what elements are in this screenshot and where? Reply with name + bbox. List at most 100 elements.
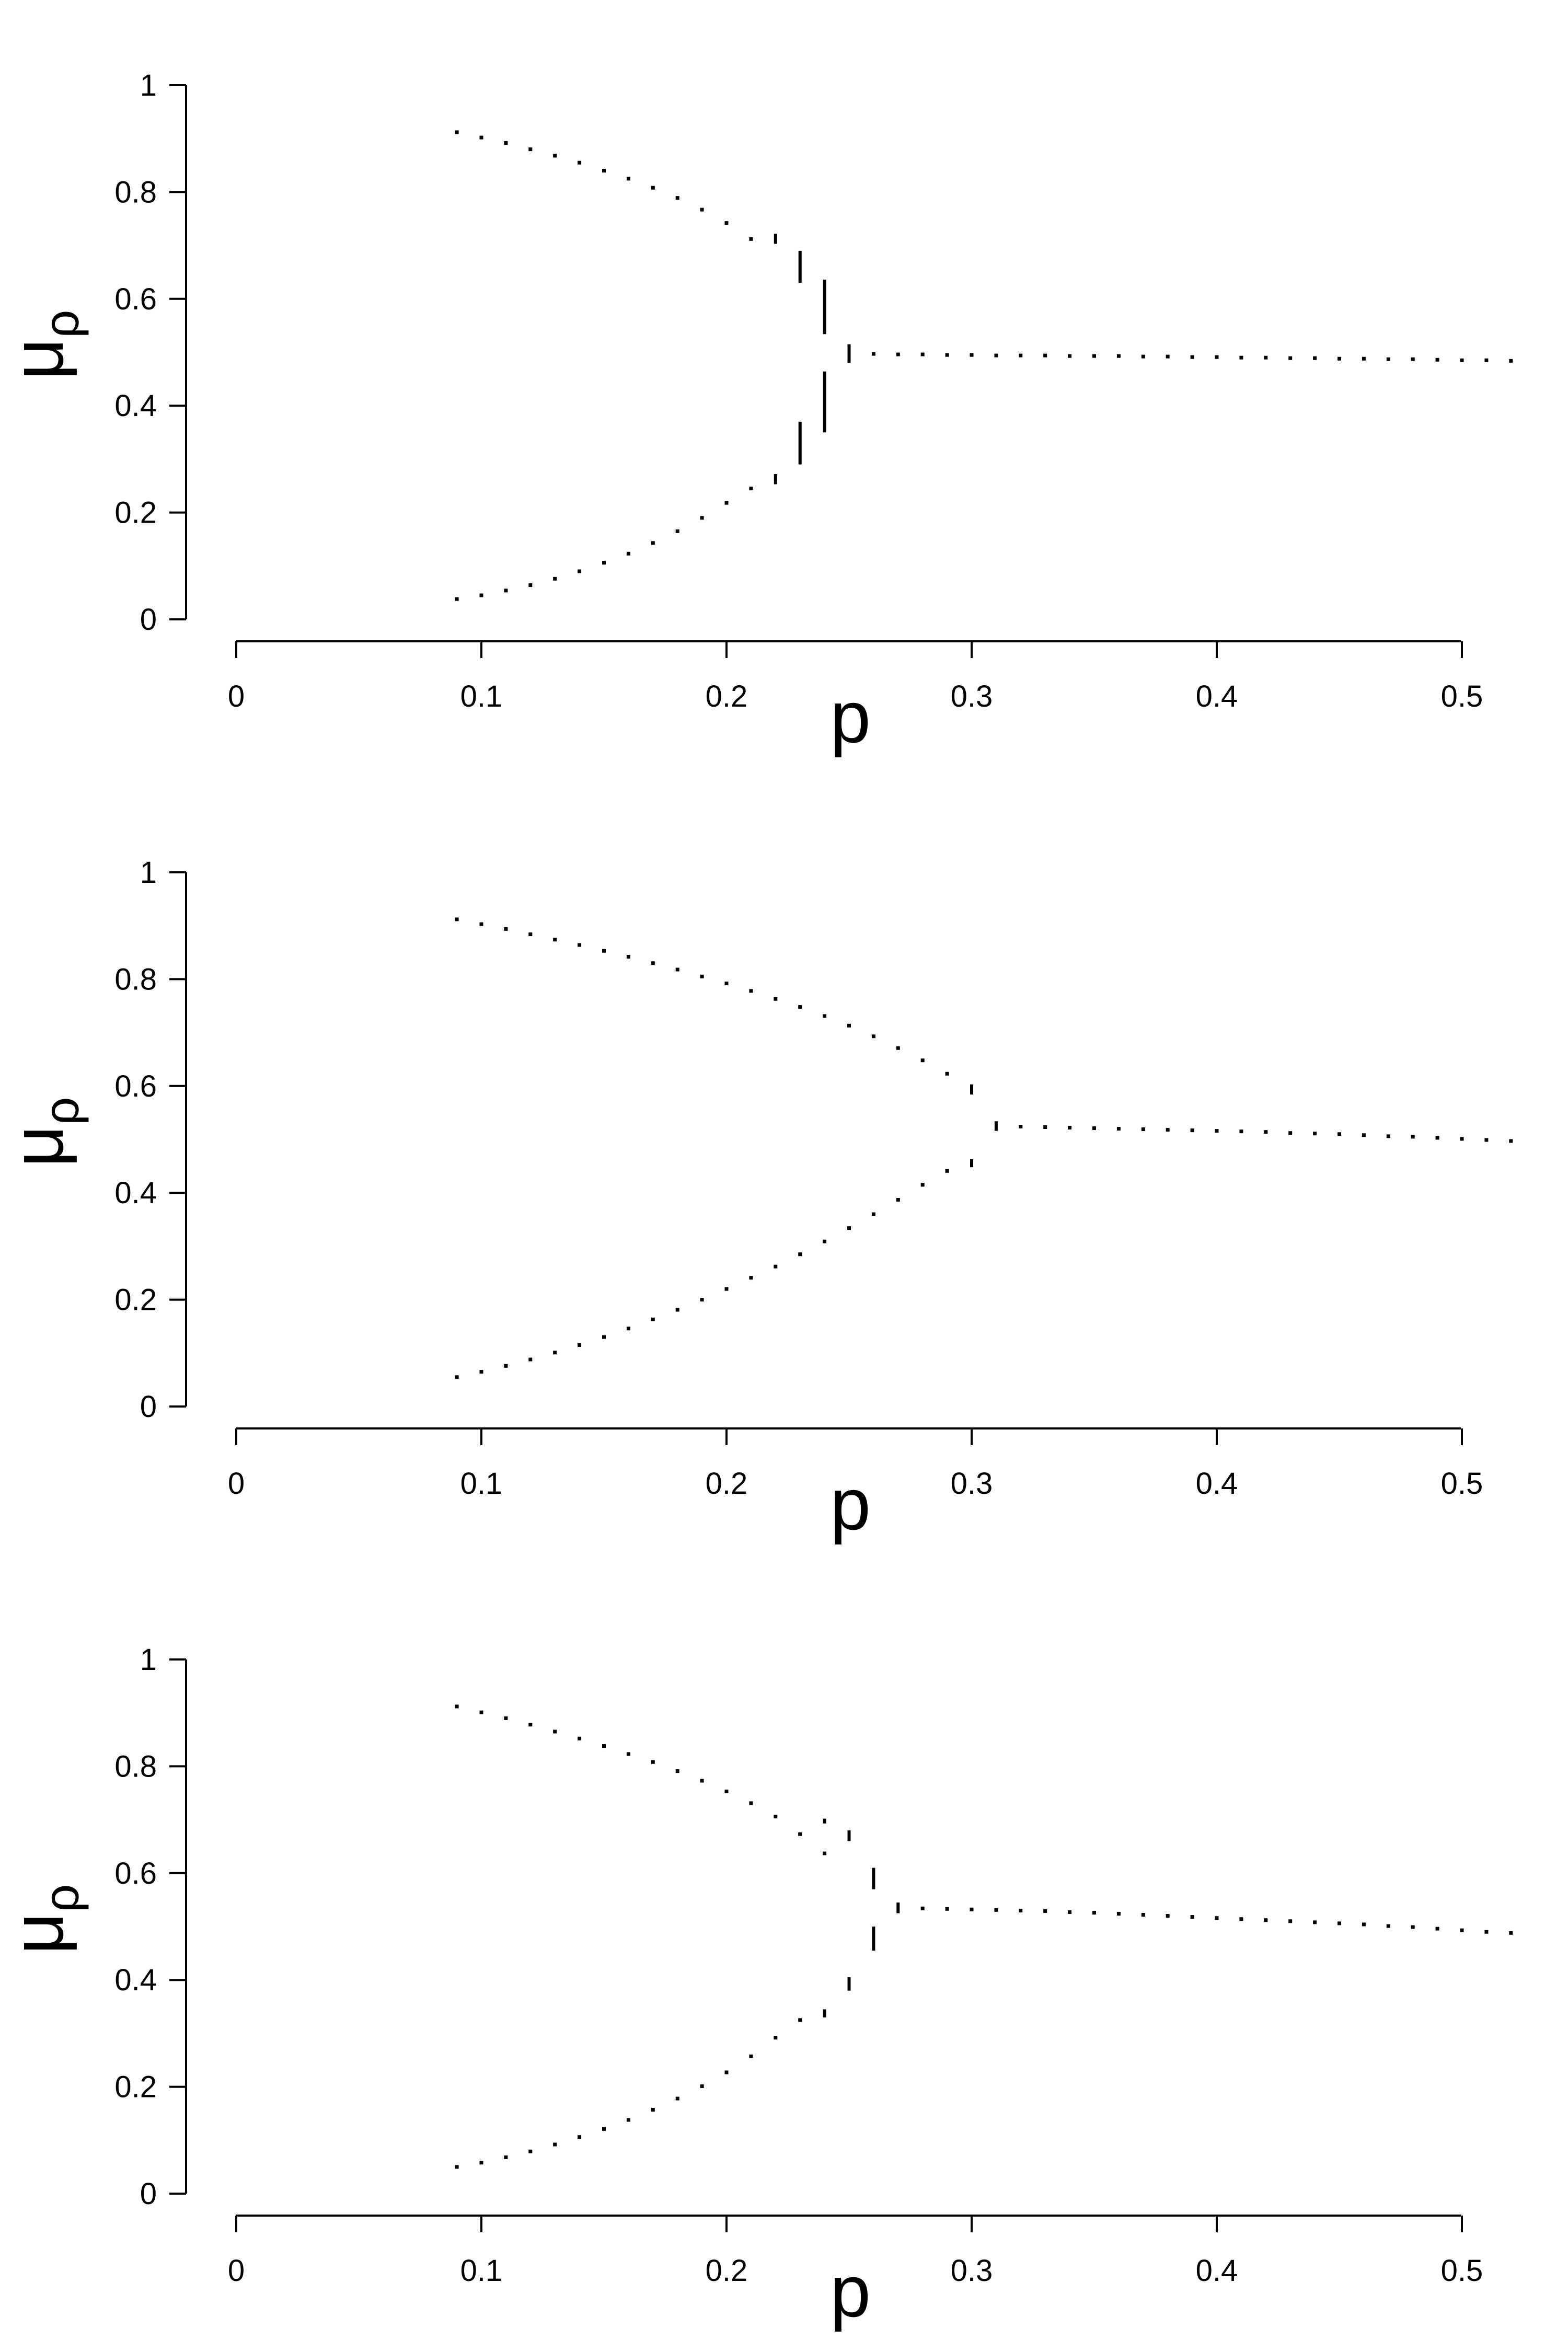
data-point — [1338, 1132, 1341, 1136]
data-point — [602, 2127, 606, 2131]
data-point — [1141, 1913, 1145, 1917]
x-tick-label: 0.3 — [951, 1467, 993, 1501]
data-point — [1411, 1925, 1415, 1929]
y-axis-label: μρ — [0, 1097, 89, 1168]
data-point — [504, 927, 508, 931]
y-tick-label: 1 — [140, 856, 157, 890]
data-point — [1460, 1928, 1464, 1932]
data-point — [675, 1308, 679, 1312]
y-axis-label-sub: ρ — [34, 1884, 89, 1912]
y-tick-label: 0.4 — [114, 389, 157, 423]
x-tick-label: 0.2 — [706, 2254, 748, 2288]
x-axis: 0 0.1 0.2 0.3 0.4 0.5 — [228, 1427, 1483, 1501]
data-point — [675, 196, 679, 200]
data-point — [1215, 355, 1219, 359]
data-point — [1288, 1131, 1293, 1135]
data-point — [1239, 1129, 1243, 1134]
data-point — [675, 1769, 679, 1773]
data-point — [700, 516, 704, 520]
y-tick-label: 0 — [140, 2177, 157, 2211]
data-point — [847, 1226, 851, 1230]
data-point — [1386, 1924, 1390, 1928]
data-point — [774, 997, 778, 1001]
data-point — [455, 2165, 459, 2169]
data-point — [774, 2036, 778, 2040]
data-point — [504, 1364, 508, 1368]
data-point — [602, 169, 606, 173]
data-point — [479, 1370, 483, 1374]
data-point — [724, 2070, 729, 2074]
data-point — [798, 1832, 802, 1836]
data-point — [945, 1169, 949, 1173]
data-point — [553, 577, 557, 581]
data-point — [455, 917, 459, 921]
y-tick-label: 0.4 — [114, 1963, 157, 1997]
data-point — [749, 237, 753, 241]
data-point — [871, 1034, 875, 1039]
data-point — [1043, 1125, 1047, 1129]
data-points — [455, 917, 1513, 1379]
data-point — [602, 1335, 606, 1339]
data-point — [994, 353, 998, 358]
y-tick-label: 0 — [140, 603, 157, 637]
data-point — [724, 501, 729, 505]
data-point — [602, 561, 606, 565]
y-axis-label-sub: ρ — [34, 310, 89, 338]
data-point — [774, 1264, 778, 1269]
data-point — [1190, 1915, 1194, 1919]
data-point — [528, 1723, 533, 1727]
data-point — [626, 1327, 630, 1331]
y-axis-label-main: μ — [0, 1912, 78, 1955]
data-point — [651, 541, 655, 545]
data-point — [479, 1710, 483, 1714]
x-tick-label: 0.5 — [1441, 679, 1483, 713]
data-point — [700, 1298, 704, 1302]
data-point — [553, 154, 557, 158]
data-point — [1068, 354, 1072, 358]
data-point — [1264, 355, 1268, 360]
data-point — [896, 1046, 900, 1050]
x-tick-label: 0 — [228, 2254, 245, 2288]
data-point — [553, 938, 557, 942]
data-points — [455, 1704, 1513, 2169]
data-point — [1215, 1916, 1219, 1920]
data-point — [1190, 1128, 1194, 1133]
data-point — [749, 989, 753, 993]
data-point — [1435, 1927, 1439, 1931]
data-point — [1116, 1127, 1121, 1131]
y-axis-label-main: μ — [0, 1125, 78, 1168]
data-point — [945, 353, 949, 357]
x-tick-label: 0.2 — [706, 679, 748, 713]
data-point — [1386, 1134, 1390, 1138]
data-point — [749, 1276, 753, 1280]
data-point — [528, 147, 533, 152]
data-point — [1239, 355, 1243, 360]
data-point — [528, 583, 533, 587]
data-point — [553, 1351, 557, 1355]
x-tick-label: 0.4 — [1196, 679, 1238, 713]
data-point — [528, 2149, 533, 2153]
data-points — [455, 130, 1513, 601]
data-point — [1484, 1930, 1489, 1934]
data-point — [1043, 1909, 1047, 1913]
data-point — [1092, 354, 1096, 358]
data-point — [455, 130, 459, 134]
data-point — [1116, 354, 1121, 358]
y-tick-label: 1 — [140, 1643, 157, 1677]
y-tick-label: 0.8 — [114, 962, 157, 996]
data-point — [920, 1906, 925, 1910]
data-point — [504, 2155, 508, 2160]
data-point — [479, 922, 483, 926]
data-point — [1239, 1917, 1243, 1921]
data-point — [1460, 1137, 1464, 1141]
data-point — [553, 1730, 557, 1734]
x-tick-label: 0 — [228, 1467, 245, 1501]
data-point — [1338, 1921, 1341, 1926]
data-point — [626, 2118, 630, 2122]
data-point — [479, 135, 483, 140]
data-point — [847, 1023, 851, 1028]
data-point — [896, 352, 900, 356]
data-point — [1019, 1908, 1023, 1912]
x-tick-label: 0.1 — [460, 2254, 503, 2288]
data-point — [1019, 1124, 1023, 1128]
